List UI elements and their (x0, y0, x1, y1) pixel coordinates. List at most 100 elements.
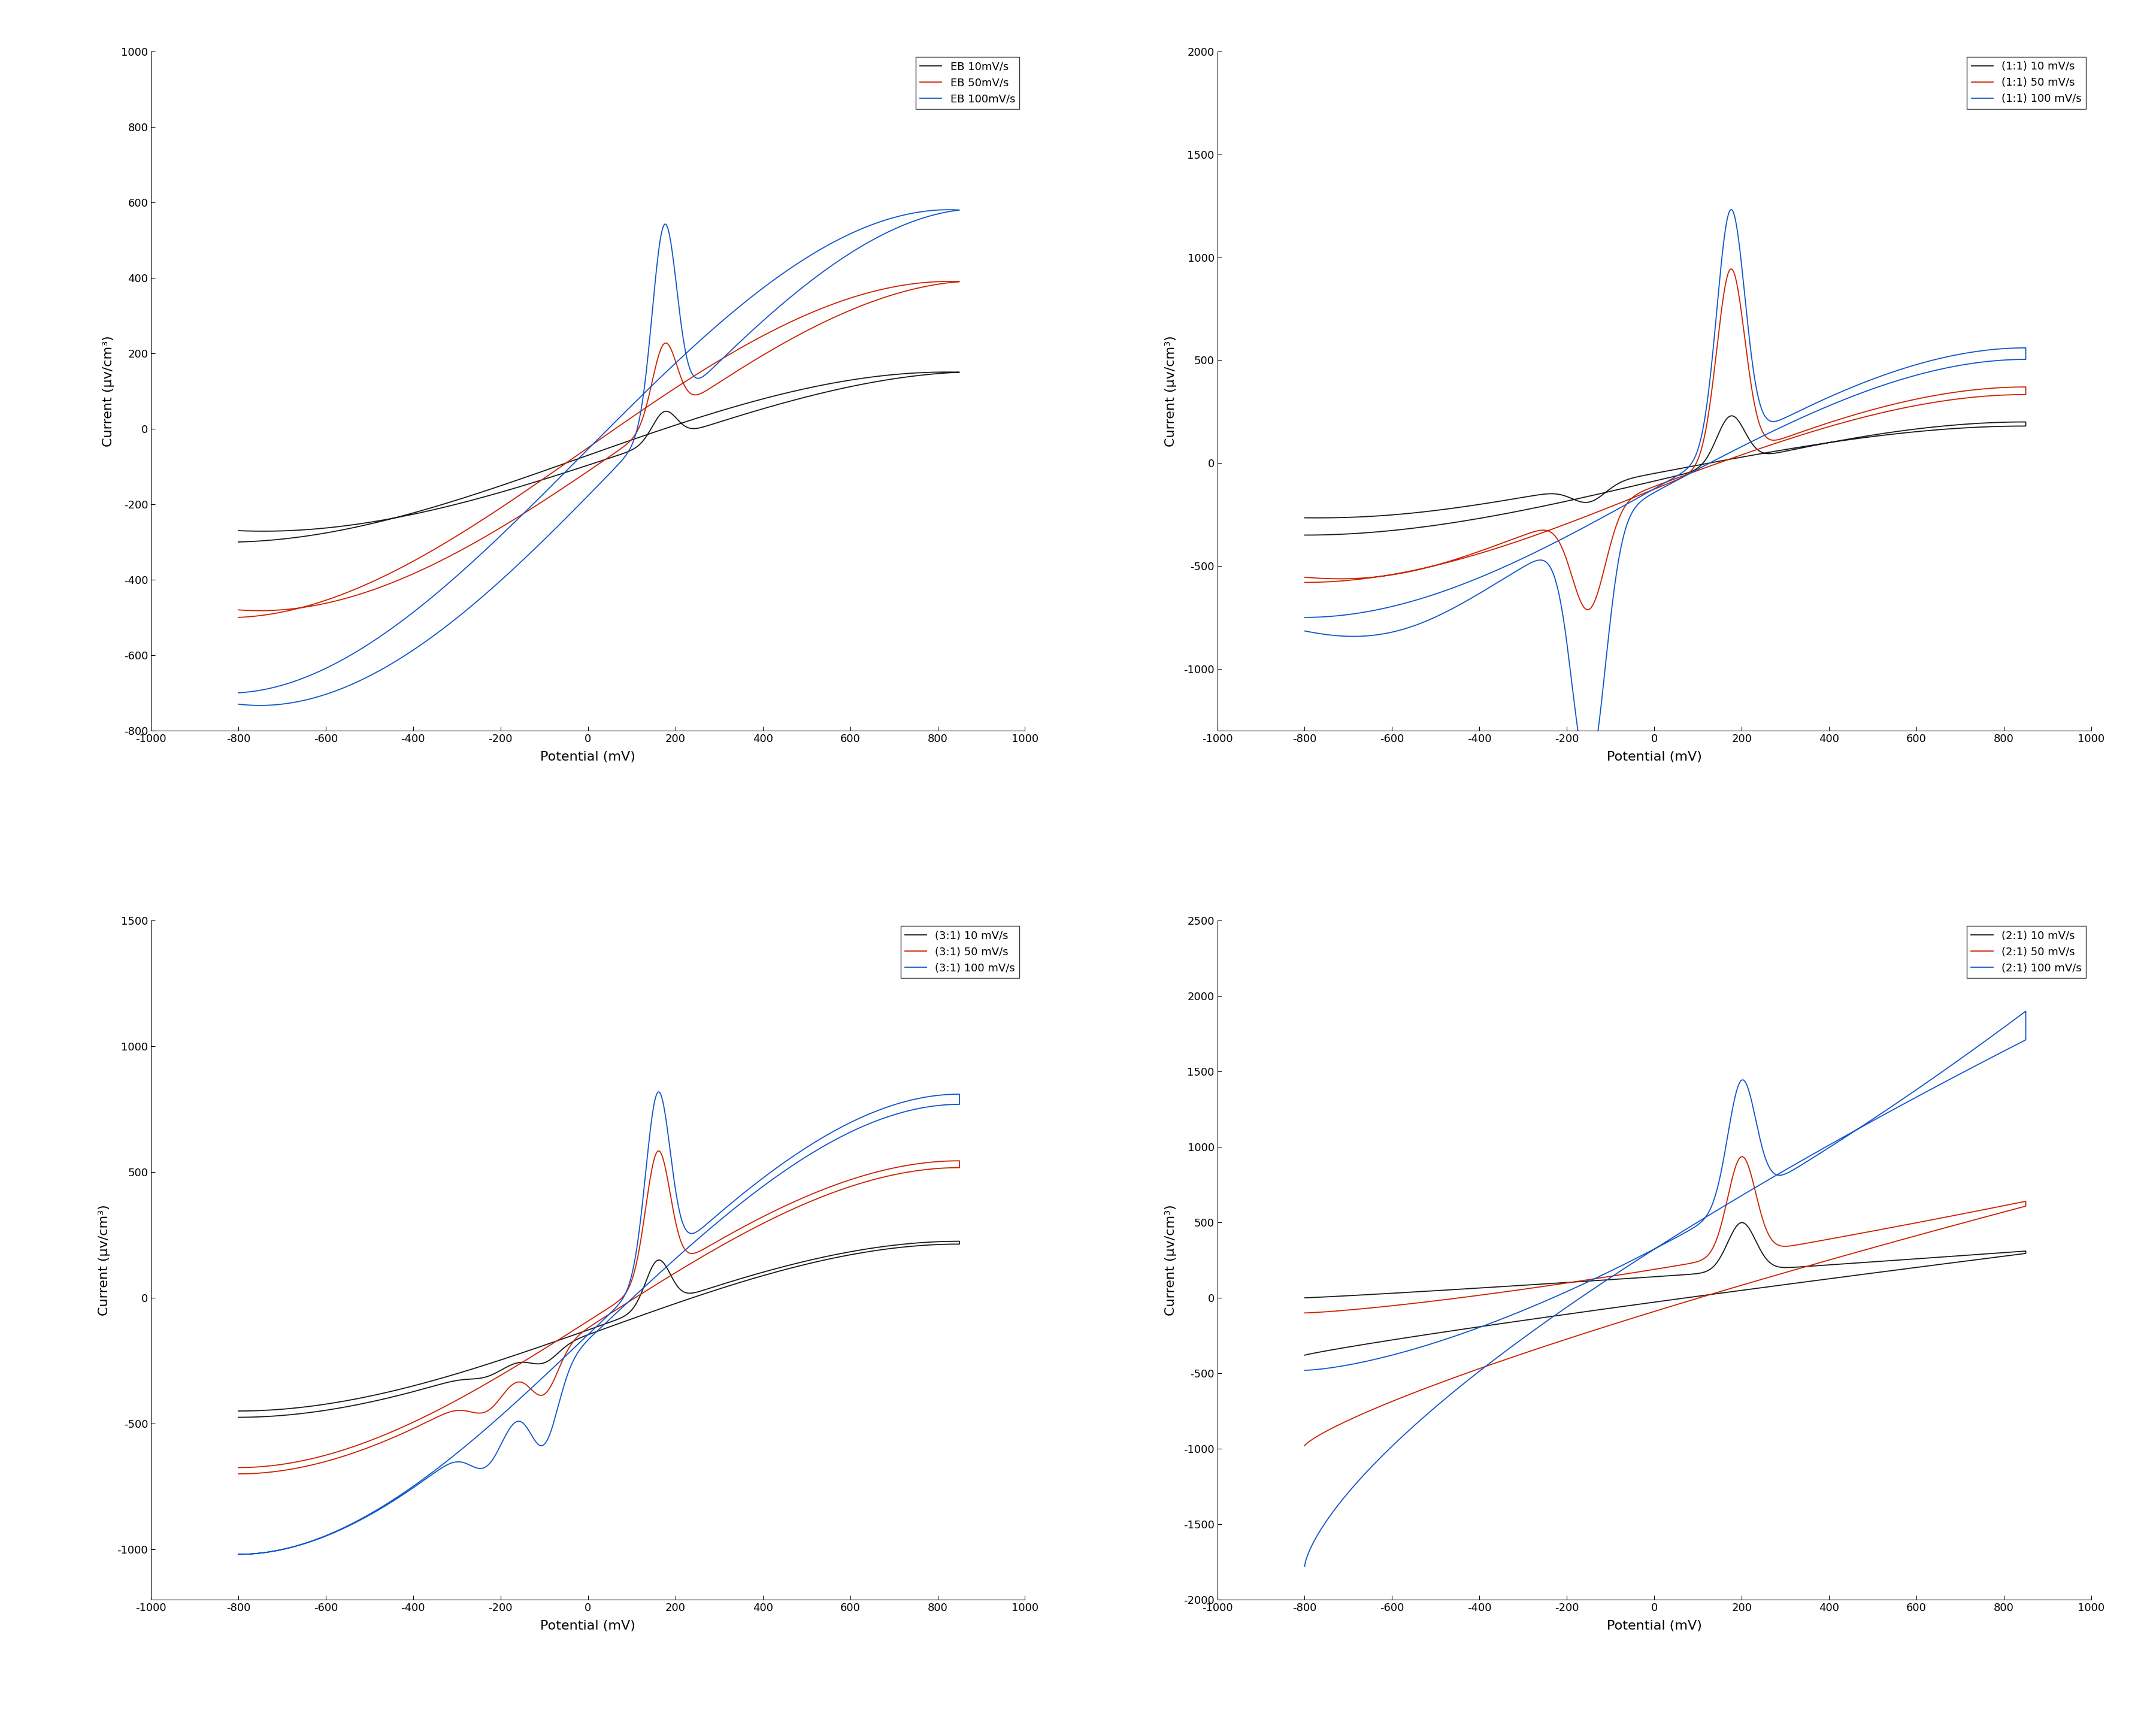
Line: (3:1) 50 mV/s: (3:1) 50 mV/s (239, 1151, 959, 1474)
(2:1) 100 mV/s (1291, 1361, 1317, 1381)
(1:1) 50 mV/s (1910, 387, 1936, 408)
(3:1) 50 mV/s (341, 1443, 367, 1464)
EB 10mV/s (270, 528, 295, 549)
Line: EB 10mV/s: EB 10mV/s (239, 372, 959, 542)
Legend: EB 10mV/s, EB 50mV/s, EB 100mV/s: EB 10mV/s, EB 50mV/s, EB 100mV/s (916, 57, 1020, 108)
EB 10mV/s (341, 518, 367, 538)
(1:1) 10 mV/s (1408, 502, 1434, 523)
(3:1) 10 mV/s (341, 1395, 367, 1416)
(2:1) 100 mV/s (2014, 1001, 2040, 1022)
(3:1) 10 mV/s (226, 1407, 252, 1428)
(2:1) 50 mV/s (1686, 1288, 1712, 1309)
(2:1) 50 mV/s (1729, 1146, 1755, 1166)
(1:1) 50 mV/s (1977, 378, 2003, 399)
Line: (3:1) 100 mV/s: (3:1) 100 mV/s (239, 1092, 959, 1555)
(1:1) 50 mV/s (1335, 568, 1360, 588)
(3:1) 10 mV/s (910, 1232, 936, 1252)
EB 50mV/s (341, 580, 367, 600)
(3:1) 10 mV/s (270, 1405, 295, 1426)
(1:1) 50 mV/s (1574, 599, 1600, 619)
(2:1) 50 mV/s (1291, 1302, 1317, 1323)
(1:1) 50 mV/s (1291, 573, 1317, 593)
(3:1) 100 mV/s (832, 1115, 858, 1135)
EB 100mV/s (226, 693, 252, 714)
(1:1) 10 mV/s (1910, 418, 1936, 439)
(2:1) 100 mV/s (1977, 1027, 2003, 1047)
(3:1) 50 mV/s (843, 1168, 869, 1189)
(2:1) 10 mV/s (1408, 1324, 1434, 1345)
Line: (3:1) 10 mV/s: (3:1) 10 mV/s (239, 1242, 959, 1417)
EB 100mV/s (936, 200, 962, 220)
(3:1) 100 mV/s (843, 1109, 869, 1130)
Y-axis label: Current (μv/cm³): Current (μv/cm³) (99, 1204, 110, 1316)
(2:1) 10 mV/s (1897, 1249, 1923, 1269)
Y-axis label: Current (μv/cm³): Current (μv/cm³) (1164, 335, 1177, 447)
(2:1) 10 mV/s (1977, 1244, 2003, 1264)
(1:1) 100 mV/s (1291, 621, 1317, 642)
EB 10mV/s (832, 378, 858, 399)
EB 100mV/s (843, 239, 869, 260)
(2:1) 50 mV/s (1910, 1211, 1936, 1232)
Line: (2:1) 50 mV/s: (2:1) 50 mV/s (1304, 1156, 2027, 1447)
(3:1) 50 mV/s (270, 1460, 295, 1481)
(1:1) 10 mV/s (1718, 406, 1744, 427)
EB 50mV/s (619, 406, 645, 427)
(2:1) 100 mV/s (1897, 1084, 1923, 1104)
EB 100mV/s (226, 683, 252, 703)
(3:1) 10 mV/s (619, 1309, 645, 1330)
(1:1) 50 mV/s (1686, 459, 1712, 480)
Legend: (3:1) 10 mV/s, (3:1) 50 mV/s, (3:1) 100 mV/s: (3:1) 10 mV/s, (3:1) 50 mV/s, (3:1) 100 … (901, 925, 1020, 979)
(3:1) 100 mV/s (619, 1288, 645, 1309)
(1:1) 100 mV/s (1897, 356, 1923, 377)
(3:1) 10 mV/s (946, 1232, 972, 1252)
(1:1) 10 mV/s (1337, 507, 1363, 528)
EB 50mV/s (226, 600, 252, 621)
(2:1) 50 mV/s (1897, 1214, 1923, 1235)
(3:1) 10 mV/s (832, 1242, 858, 1262)
EB 100mV/s (832, 246, 858, 267)
(2:1) 10 mV/s (1291, 1345, 1317, 1366)
(3:1) 100 mV/s (341, 1514, 367, 1534)
EB 50mV/s (226, 607, 252, 628)
EB 10mV/s (843, 375, 869, 396)
EB 50mV/s (936, 272, 962, 292)
(3:1) 50 mV/s (226, 1464, 252, 1484)
(1:1) 100 mV/s (1335, 626, 1360, 647)
(2:1) 50 mV/s (1337, 1410, 1363, 1431)
(3:1) 50 mV/s (645, 1140, 671, 1161)
X-axis label: Potential (mV): Potential (mV) (1606, 752, 1701, 764)
(1:1) 10 mV/s (1897, 420, 1923, 440)
Legend: (2:1) 10 mV/s, (2:1) 50 mV/s, (2:1) 100 mV/s: (2:1) 10 mV/s, (2:1) 50 mV/s, (2:1) 100 … (1966, 925, 2085, 979)
EB 50mV/s (843, 298, 869, 318)
(2:1) 10 mV/s (1910, 1249, 1936, 1269)
EB 10mV/s (226, 521, 252, 542)
EB 100mV/s (619, 394, 645, 415)
(3:1) 100 mV/s (270, 1539, 295, 1560)
(1:1) 50 mV/s (1291, 568, 1317, 588)
(1:1) 10 mV/s (1291, 525, 1317, 545)
(3:1) 50 mV/s (832, 1171, 858, 1192)
(2:1) 50 mV/s (1291, 1436, 1317, 1457)
Line: (1:1) 10 mV/s: (1:1) 10 mV/s (1304, 416, 2027, 535)
Line: (1:1) 100 mV/s: (1:1) 100 mV/s (1304, 210, 2027, 771)
(1:1) 100 mV/s (1910, 353, 1936, 373)
EB 50mV/s (832, 303, 858, 323)
(1:1) 50 mV/s (1897, 390, 1923, 411)
(2:1) 100 mV/s (1408, 1410, 1434, 1431)
(2:1) 50 mV/s (1977, 1199, 2003, 1219)
Line: (2:1) 100 mV/s: (2:1) 100 mV/s (1304, 1011, 2027, 1567)
(1:1) 50 mV/s (1408, 559, 1434, 580)
X-axis label: Potential (mV): Potential (mV) (541, 752, 636, 764)
Line: (1:1) 50 mV/s: (1:1) 50 mV/s (1304, 268, 2027, 609)
(2:1) 10 mV/s (1337, 1336, 1363, 1357)
(1:1) 10 mV/s (1977, 413, 2003, 433)
(3:1) 100 mV/s (912, 1087, 938, 1108)
(1:1) 50 mV/s (1718, 258, 1744, 279)
EB 50mV/s (910, 277, 936, 298)
EB 10mV/s (934, 361, 959, 382)
EB 100mV/s (270, 674, 295, 695)
(2:1) 100 mV/s (1910, 1075, 1936, 1096)
Line: EB 50mV/s: EB 50mV/s (239, 282, 959, 617)
X-axis label: Potential (mV): Potential (mV) (1606, 1620, 1701, 1632)
(1:1) 100 mV/s (1576, 760, 1602, 781)
